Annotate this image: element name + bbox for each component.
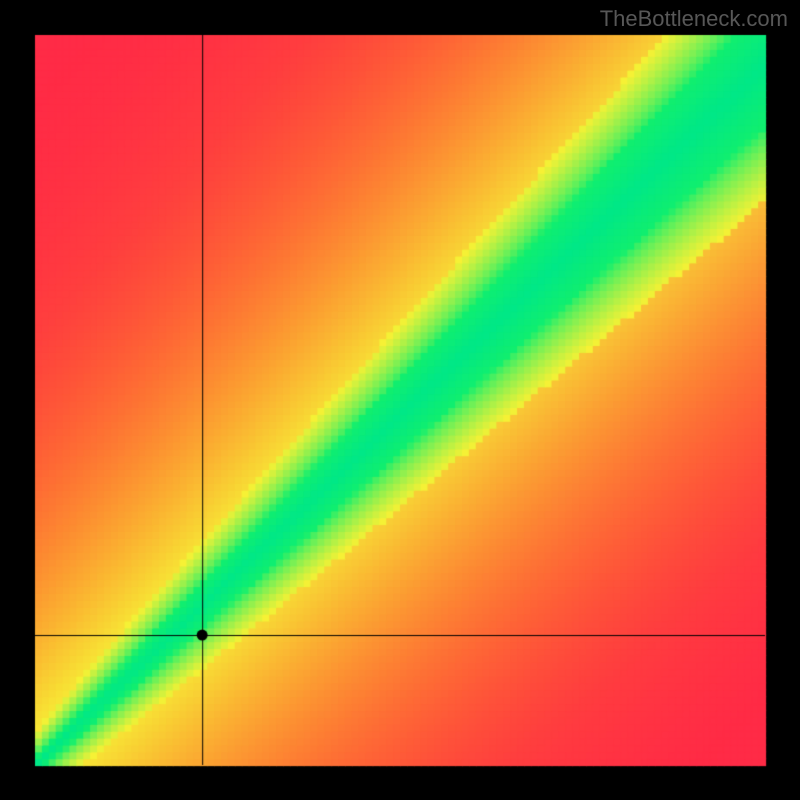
watermark-text: TheBottleneck.com [600, 6, 788, 32]
bottleneck-heatmap-canvas [0, 0, 800, 800]
chart-container: TheBottleneck.com [0, 0, 800, 800]
